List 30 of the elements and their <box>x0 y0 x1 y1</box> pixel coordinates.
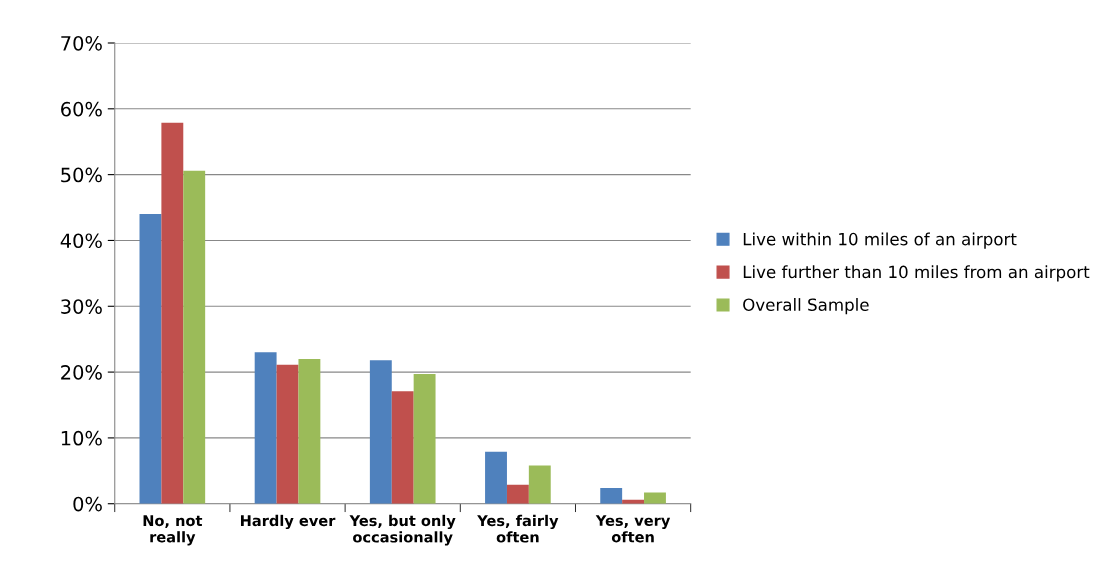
x-tick-label: Yes, fairly often <box>477 514 559 543</box>
x-tick-label: Yes, but only occasionally <box>349 514 456 546</box>
bar <box>254 352 277 504</box>
bar <box>528 465 551 504</box>
legend-label: Live within 10 miles of an airport <box>743 232 1017 249</box>
bar <box>506 484 529 504</box>
bar <box>139 214 162 504</box>
legend-label: Live further than 10 miles from an airport <box>743 265 1090 282</box>
y-tick-label: 10% <box>61 430 102 446</box>
y-tick-label: 30% <box>61 299 102 314</box>
bar <box>298 358 321 504</box>
y-tick-label: 20% <box>61 365 102 380</box>
y-tick-label: 40% <box>60 233 102 249</box>
bar <box>644 492 666 504</box>
bar <box>276 364 299 504</box>
bar <box>485 451 507 504</box>
y-tick-label: 60% <box>61 101 102 117</box>
bar <box>183 170 206 504</box>
x-tick-label: No, not really <box>143 515 203 546</box>
x-tick-label: Hardly ever <box>240 514 336 530</box>
bar <box>413 374 436 504</box>
bar <box>600 487 623 504</box>
x-tick-label: Yes, very often <box>595 515 671 543</box>
y-tick-label: 0% <box>73 496 102 512</box>
legend-label: Overall Sample <box>743 298 869 315</box>
bar <box>391 391 414 504</box>
bar <box>369 360 392 504</box>
y-tick-label: 70% <box>61 35 102 51</box>
y-tick-label: 50% <box>61 167 102 183</box>
bar <box>161 122 184 504</box>
